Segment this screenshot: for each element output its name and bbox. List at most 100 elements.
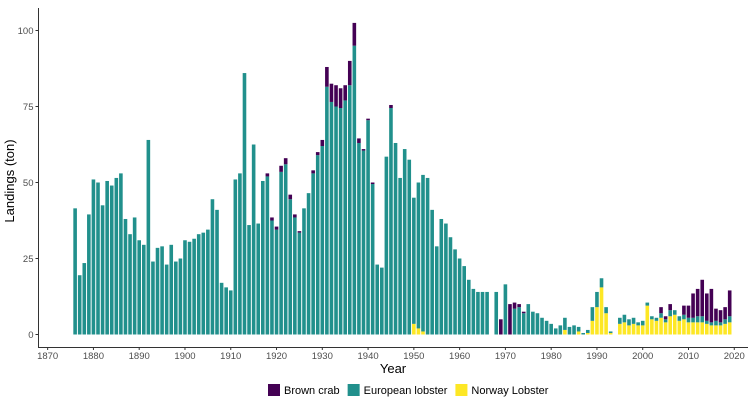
x-tick-label: 1870 [37, 351, 58, 362]
bar-brown-crab-1930 [320, 139, 325, 147]
x-tick-label: 1930 [312, 351, 333, 362]
bar-european-lobster-1882 [100, 205, 105, 335]
bar-european-lobster-1958 [448, 237, 453, 335]
y-tick-label: 0 [28, 330, 33, 341]
bar-norway-lobster-1983 [563, 329, 567, 335]
x-axis-title: Year [380, 361, 407, 376]
bar-norway-lobster-1995 [618, 323, 622, 335]
bar-european-lobster-1941 [370, 184, 375, 335]
bar-european-lobster-1965 [480, 291, 485, 335]
bar-european-lobster-1981 [553, 328, 558, 335]
bar-norway-lobster-2015 [709, 325, 714, 335]
bar-european-lobster-2002 [650, 316, 654, 320]
bar-norway-lobster-1950 [412, 323, 416, 335]
bar-european-lobster-2018 [723, 319, 727, 324]
bar-norway-lobster-2009 [682, 319, 686, 335]
bar-european-lobster-1885 [114, 177, 119, 335]
x-tick-label: 2020 [724, 351, 745, 362]
bar-norway-lobster-1989 [590, 320, 595, 335]
bar-european-lobster-1883 [105, 180, 109, 335]
bar-european-lobster-1945 [389, 108, 393, 335]
bar-european-lobster-2016 [714, 320, 718, 326]
bar-european-lobster-1878 [82, 263, 87, 335]
bar-european-lobster-1997 [627, 319, 631, 326]
bar-european-lobster-1907 [215, 209, 219, 335]
bar-european-lobster-1996 [622, 314, 627, 323]
bar-european-lobster-1893 [151, 261, 155, 335]
bars-layer [73, 22, 732, 335]
bar-norway-lobster-2006 [668, 316, 672, 335]
bar-european-lobster-1904 [201, 232, 206, 335]
bar-european-lobster-1896 [164, 264, 169, 335]
bar-european-lobster-1984 [567, 326, 572, 335]
bar-norway-lobster-1952 [421, 331, 425, 335]
bar-european-lobster-1946 [393, 142, 398, 335]
bar-brown-crab-1937 [352, 22, 357, 46]
bar-european-lobster-1950 [412, 197, 416, 324]
x-tick-label: 1890 [129, 351, 150, 362]
x-tick-label: 1970 [495, 351, 516, 362]
bar-european-lobster-1952 [421, 174, 425, 332]
bar-brown-crab-1923 [288, 194, 293, 200]
bar-brown-crab-1922 [283, 158, 288, 165]
bar-norway-lobster-2005 [663, 322, 668, 335]
y-axis-ticks: 0 25 50 75 100 [18, 26, 39, 341]
bar-european-lobster-1942 [375, 264, 380, 335]
bar-brown-crab-1925 [297, 231, 302, 233]
bar-norway-lobster-2016 [714, 325, 718, 335]
bar-european-lobster-1919 [270, 220, 274, 335]
bar-european-lobster-2004 [659, 313, 663, 318]
bar-european-lobster-2007 [672, 310, 677, 315]
bar-brown-crab-1973 [517, 304, 521, 308]
bar-brown-crab-1936 [347, 60, 352, 86]
x-tick-label: 2000 [632, 351, 653, 362]
bar-european-lobster-1966 [485, 291, 489, 335]
bar-european-lobster-2009 [682, 314, 686, 320]
bar-european-lobster-1995 [618, 317, 622, 324]
bar-european-lobster-1979 [544, 320, 549, 335]
bar-norway-lobster-2017 [718, 325, 723, 335]
bar-european-lobster-1974 [521, 313, 526, 335]
legend-label-european-lobster: European lobster [364, 385, 448, 397]
bar-brown-crab-2011 [691, 293, 695, 318]
bar-european-lobster-1900 [183, 240, 187, 335]
bar-european-lobster-1963 [471, 288, 476, 335]
bar-norway-lobster-2000 [640, 325, 645, 335]
bar-european-lobster-1970 [503, 284, 508, 335]
bar-brown-crab-1928 [311, 170, 315, 174]
bar-european-lobster-1925 [297, 232, 302, 335]
bar-norway-lobster-2010 [686, 322, 691, 335]
x-tick-label: 1950 [403, 351, 424, 362]
x-tick-label: 1900 [174, 351, 195, 362]
bar-brown-crab-2017 [718, 310, 723, 323]
bar-european-lobster-1993 [608, 331, 613, 333]
bar-european-lobster-2012 [695, 316, 700, 323]
bar-european-lobster-1876 [73, 208, 77, 335]
bar-european-lobster-1908 [219, 282, 224, 335]
bar-european-lobster-2006 [668, 310, 672, 317]
bar-norway-lobster-2002 [650, 319, 654, 335]
bar-brown-crab-1945 [389, 104, 393, 109]
bar-brown-crab-2019 [727, 290, 732, 317]
bar-european-lobster-1951 [416, 182, 421, 329]
bar-european-lobster-1987 [581, 332, 586, 335]
bar-european-lobster-1916 [256, 223, 261, 335]
bar-european-lobster-2015 [709, 322, 714, 326]
bar-brown-crab-1924 [293, 214, 297, 218]
bar-norway-lobster-1988 [585, 332, 590, 335]
bar-brown-crab-2018 [723, 307, 727, 320]
bar-european-lobster-1918 [265, 176, 270, 335]
bar-european-lobster-1955 [434, 246, 439, 335]
bar-european-lobster-1928 [311, 173, 315, 335]
bar-european-lobster-1972 [512, 308, 517, 335]
bar-european-lobster-1961 [462, 266, 466, 335]
bar-european-lobster-1909 [224, 287, 228, 335]
bar-brown-crab-2012 [695, 288, 700, 317]
legend: Brown crab European lobster Norway Lobster [268, 384, 549, 397]
bar-european-lobster-1998 [631, 317, 636, 324]
bar-brown-crab-1938 [357, 138, 361, 143]
bar-european-lobster-2003 [654, 317, 659, 321]
bar-european-lobster-1935 [343, 100, 347, 335]
bar-norway-lobster-2003 [654, 320, 659, 335]
